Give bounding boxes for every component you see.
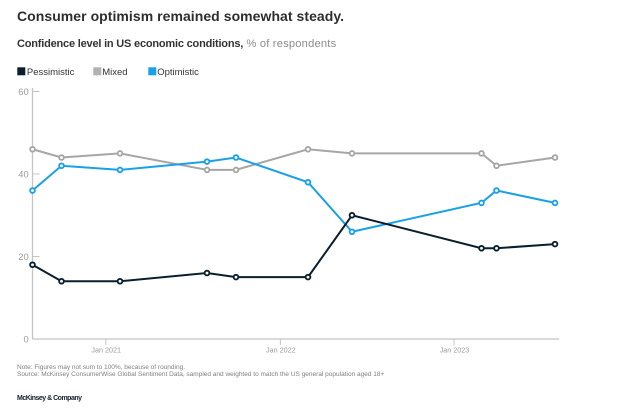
svg-text:McKinsey & Company: McKinsey & Company — [17, 395, 82, 402]
svg-text:Consumer optimism remained som: Consumer optimism remained somewhat stea… — [17, 8, 344, 24]
svg-text:Jan 2022: Jan 2022 — [266, 345, 296, 354]
svg-text:Optimistic: Optimistic — [157, 67, 199, 78]
svg-text:Jan 2023: Jan 2023 — [440, 345, 470, 354]
svg-text:Source: McKinsey ConsumerWise: Source: McKinsey ConsumerWise Global Sen… — [17, 371, 384, 378]
svg-text:Mixed: Mixed — [102, 67, 127, 78]
svg-text:Note: Figures may not sum to 1: Note: Figures may not sum to 100%, becau… — [17, 364, 185, 371]
svg-text:Pessimistic: Pessimistic — [27, 67, 75, 78]
svg-text:Jan 2021: Jan 2021 — [91, 345, 121, 354]
svg-text:40: 40 — [18, 169, 28, 179]
svg-text:0: 0 — [23, 334, 28, 344]
svg-text:Confidence level in US economi: Confidence level in US economic conditio… — [17, 38, 337, 50]
svg-text:20: 20 — [18, 252, 28, 262]
svg-text:60: 60 — [18, 87, 28, 97]
